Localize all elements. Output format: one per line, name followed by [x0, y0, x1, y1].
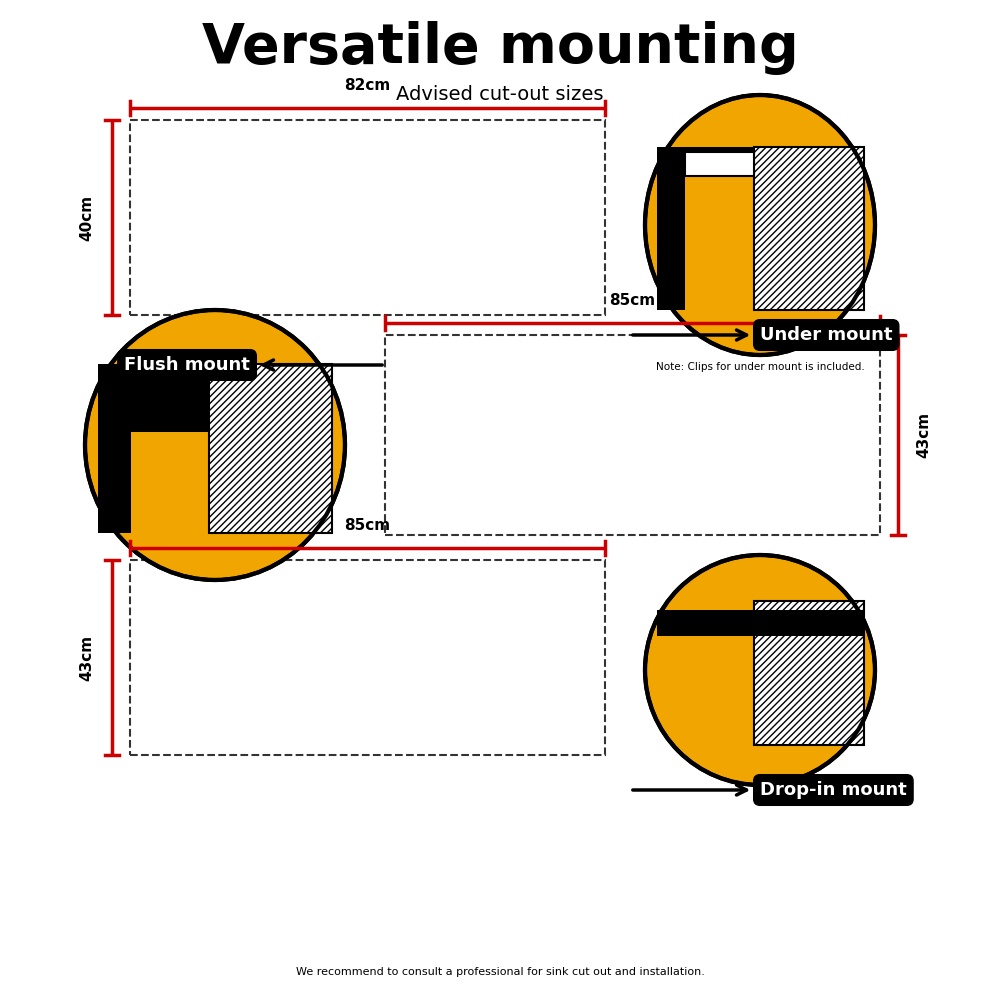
Polygon shape: [208, 364, 332, 533]
Bar: [130, 394, 208, 432]
Bar: [656, 610, 864, 636]
Bar: [130, 560, 605, 755]
Text: 43cm: 43cm: [79, 634, 94, 681]
Polygon shape: [754, 601, 864, 745]
Text: Advised cut-out sizes: Advised cut-out sizes: [396, 85, 604, 104]
Text: 40cm: 40cm: [79, 194, 94, 241]
Text: Versatile mounting: Versatile mounting: [202, 21, 798, 75]
Text: We recommend to consult a professional for sink cut out and installation.: We recommend to consult a professional f…: [296, 967, 704, 977]
Text: 85cm: 85cm: [609, 293, 656, 308]
Text: 82cm: 82cm: [344, 78, 391, 93]
Text: Under mount: Under mount: [633, 326, 893, 344]
Bar: [130, 120, 605, 315]
Bar: [385, 335, 880, 535]
Ellipse shape: [645, 95, 875, 355]
Bar: [656, 176, 685, 310]
Text: 43cm: 43cm: [916, 412, 931, 458]
Bar: [685, 152, 754, 176]
Bar: [656, 147, 754, 176]
Text: Note: Clips for under mount is included.: Note: Clips for under mount is included.: [656, 362, 864, 372]
Bar: [98, 364, 208, 394]
Polygon shape: [754, 147, 864, 310]
Ellipse shape: [645, 555, 875, 785]
Bar: [98, 394, 130, 533]
Text: Flush mount: Flush mount: [124, 356, 382, 374]
Text: 85cm: 85cm: [344, 518, 391, 533]
Ellipse shape: [85, 310, 345, 580]
Text: Drop-in mount: Drop-in mount: [633, 781, 907, 799]
